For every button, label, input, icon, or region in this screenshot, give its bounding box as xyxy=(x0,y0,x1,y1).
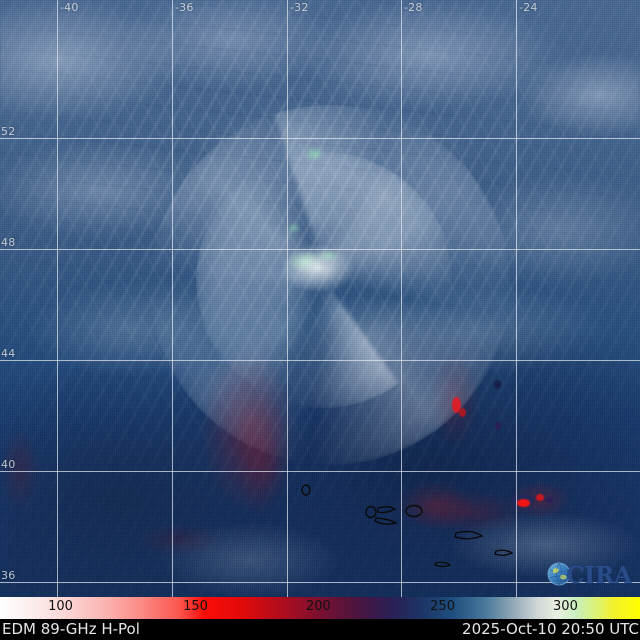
latitude-label-52: 52 xyxy=(1,125,16,138)
island-hotspot xyxy=(495,422,501,430)
footer-bar: EDM 89-GHz H-Pol 2025-Oct-10 20:50 UTC xyxy=(0,619,640,640)
longitude-label--36: -36 xyxy=(175,1,194,14)
colorbar-tick-300: 300 xyxy=(553,599,578,614)
gridline-latitude-36 xyxy=(0,582,640,583)
latitude-label-40: 40 xyxy=(1,458,16,471)
island-hotspot xyxy=(494,380,501,389)
longitude-label--24: -24 xyxy=(519,1,538,14)
latitude-label-36: 36 xyxy=(1,569,16,582)
island-hotspot xyxy=(452,397,461,413)
island-hotspot xyxy=(536,494,544,501)
colorbar[interactable]: 100 150 200 250 300 xyxy=(0,597,640,619)
island-hotspot xyxy=(545,497,554,503)
gridline-longitude--40 xyxy=(57,0,58,597)
cira-logo-text: CIRA xyxy=(566,562,633,589)
colorbar-tick-100: 100 xyxy=(48,599,73,614)
coastline-overlay xyxy=(301,484,514,568)
observation-timestamp: 2025-Oct-10 20:50 UTC xyxy=(462,620,639,638)
latitude-label-48: 48 xyxy=(1,236,16,249)
latitude-label-44: 44 xyxy=(1,347,16,360)
longitude-label--40: -40 xyxy=(60,1,79,14)
product-label: EDM 89-GHz H-Pol xyxy=(2,620,140,638)
cyclone-convective-core xyxy=(258,210,378,320)
colorbar-gradient xyxy=(0,597,640,619)
gridline-latitude-52 xyxy=(0,138,640,139)
cira-logo: CIRA xyxy=(547,562,633,589)
island-hotspot xyxy=(459,408,466,417)
gridline-longitude--36 xyxy=(172,0,173,597)
gridline-latitude-40 xyxy=(0,471,640,472)
lat-lon-graticule: -40 -36 -32 -28 -24 52 48 44 40 36 xyxy=(0,0,640,597)
gridline-longitude--32 xyxy=(287,0,288,597)
longitude-label--32: -32 xyxy=(290,1,309,14)
gridline-latitude-48 xyxy=(0,249,640,250)
gridline-longitude--24 xyxy=(516,0,517,597)
cyclone-secondary-convection xyxy=(286,126,342,182)
gridline-longitude--28 xyxy=(401,0,402,597)
colorbar-tick-150: 150 xyxy=(183,599,208,614)
gridline-latitude-44 xyxy=(0,360,640,361)
colorbar-tick-200: 200 xyxy=(306,599,331,614)
island-hotspot xyxy=(517,499,530,507)
longitude-label--28: -28 xyxy=(404,1,423,14)
colorbar-tick-250: 250 xyxy=(430,599,455,614)
satellite-image-canvas[interactable]: -40 -36 -32 -28 -24 52 48 44 40 36 CIRA xyxy=(0,0,640,597)
